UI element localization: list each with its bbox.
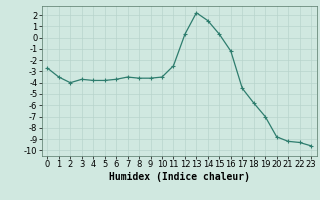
X-axis label: Humidex (Indice chaleur): Humidex (Indice chaleur) bbox=[109, 172, 250, 182]
